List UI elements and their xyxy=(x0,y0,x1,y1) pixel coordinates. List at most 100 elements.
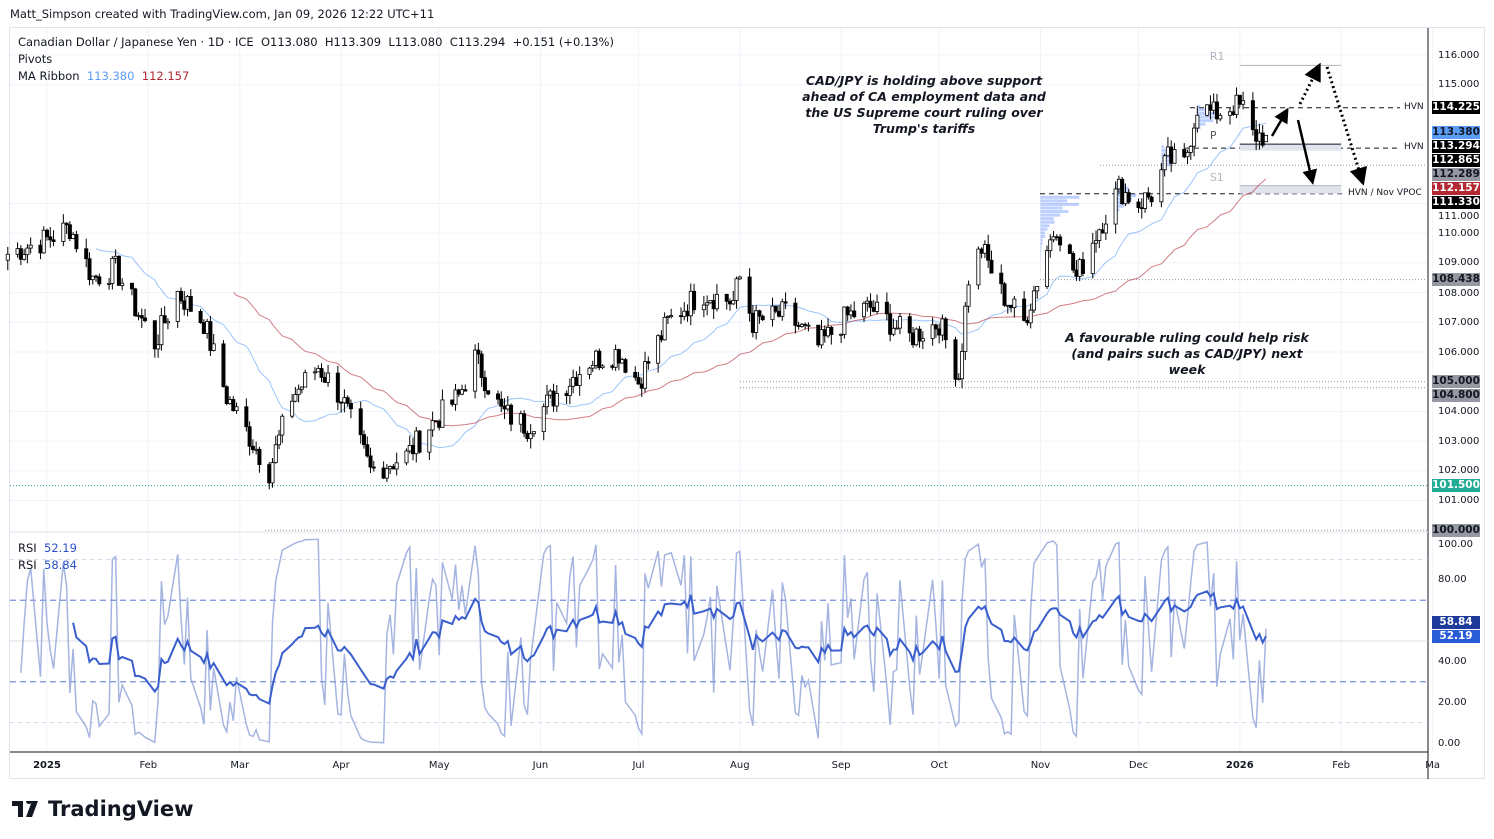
candle-body xyxy=(956,378,961,381)
candle xyxy=(1192,122,1197,157)
candle-body xyxy=(685,310,690,317)
candle-body xyxy=(339,401,344,404)
candle-body xyxy=(407,444,412,452)
candle xyxy=(875,294,880,315)
candle-body xyxy=(90,275,95,281)
x-tick-label: Jul xyxy=(632,760,645,771)
candle xyxy=(22,248,27,261)
candle xyxy=(564,390,569,404)
candle-body xyxy=(345,397,350,404)
ma-ribbon-indicator[interactable]: MA Ribbon 113.380 112.157 xyxy=(18,68,614,85)
candle-body xyxy=(479,353,484,379)
ohlc-high: H113.309 xyxy=(324,35,382,49)
candle-body xyxy=(839,333,844,336)
symbol-name[interactable]: Canadian Dollar / Japanese Yen · 1D · IC… xyxy=(18,35,254,49)
candle xyxy=(1058,234,1063,252)
candle-body xyxy=(1012,298,1017,308)
candle-body xyxy=(731,300,736,305)
pivots-indicator[interactable]: Pivots xyxy=(18,52,53,66)
candle xyxy=(979,247,984,259)
candle-body xyxy=(139,315,144,319)
candle-body xyxy=(1237,94,1242,105)
candle-body xyxy=(803,323,808,326)
tradingview-logo[interactable]: TradingView xyxy=(12,797,193,821)
candle xyxy=(793,297,798,334)
candle-body xyxy=(48,236,53,241)
candle xyxy=(777,304,782,318)
candle xyxy=(685,304,690,322)
candle-body xyxy=(669,315,674,318)
rsi-tick-label: 100.00 xyxy=(1438,538,1473,550)
candle-body xyxy=(930,324,935,339)
candle xyxy=(829,325,834,345)
candle-body xyxy=(84,248,89,260)
volume-profile-bar xyxy=(1040,238,1043,242)
candle-body xyxy=(917,328,922,342)
candle xyxy=(322,371,327,383)
candle-body xyxy=(319,368,324,378)
candle xyxy=(1250,92,1255,136)
annotation-top[interactable]: CAD/JPY is holding above support ahead o… xyxy=(802,73,1046,136)
candle xyxy=(224,385,229,406)
candle xyxy=(826,318,831,339)
candle xyxy=(156,334,161,358)
scenario-arrow xyxy=(1298,62,1321,105)
candle-body xyxy=(228,399,233,405)
candle xyxy=(345,395,350,407)
ma-fast-line xyxy=(95,122,1267,449)
candle-body xyxy=(1005,304,1010,307)
candle xyxy=(577,366,582,396)
candle xyxy=(747,268,752,322)
rsi-legend-1[interactable]: RSI 52.19 xyxy=(18,540,77,557)
candle-body xyxy=(129,282,134,290)
candle-body xyxy=(38,244,43,254)
candle-body xyxy=(1260,132,1265,146)
candle xyxy=(404,448,409,466)
candle-body xyxy=(1126,192,1131,203)
candle xyxy=(705,295,710,316)
candle-body xyxy=(551,390,556,407)
candle-body xyxy=(773,305,778,312)
candle-body xyxy=(714,293,719,310)
x-tick-label: Dec xyxy=(1128,760,1149,771)
candle-body xyxy=(404,450,409,464)
candle-body xyxy=(495,393,500,400)
candle-body xyxy=(1208,104,1213,111)
candle xyxy=(120,278,125,291)
candle xyxy=(205,318,210,339)
candle-body xyxy=(450,399,455,405)
candle-body xyxy=(907,316,912,334)
candle-body xyxy=(979,248,984,254)
candle xyxy=(116,255,121,286)
candle-body xyxy=(754,310,759,333)
candle xyxy=(18,245,23,266)
candle xyxy=(430,411,435,437)
candle-body xyxy=(862,302,867,318)
candle xyxy=(567,378,572,405)
pivot-p-zone xyxy=(1239,144,1342,151)
candle-body xyxy=(71,234,76,239)
candle-body xyxy=(1185,151,1190,158)
candle xyxy=(368,447,373,474)
candle xyxy=(139,308,144,328)
candle xyxy=(25,244,30,264)
candle-body xyxy=(473,349,478,392)
candle xyxy=(94,274,99,282)
price-label: 112.157 xyxy=(1432,182,1480,196)
candle xyxy=(433,420,438,423)
candle xyxy=(1146,187,1151,200)
candle-body xyxy=(94,275,99,278)
candle-body xyxy=(888,313,893,335)
candle-body xyxy=(427,429,432,453)
candle-body xyxy=(623,359,628,373)
candle xyxy=(342,389,347,413)
candle-body xyxy=(845,306,850,316)
annotation-bottom[interactable]: A favourable ruling could help risk (and… xyxy=(1065,330,1309,377)
candle-body xyxy=(185,296,190,310)
rsi-legend-2[interactable]: RSI 58.84 xyxy=(18,557,77,574)
candle-body xyxy=(97,276,102,285)
candle xyxy=(868,293,873,316)
candle xyxy=(930,317,935,346)
candle xyxy=(45,228,50,241)
